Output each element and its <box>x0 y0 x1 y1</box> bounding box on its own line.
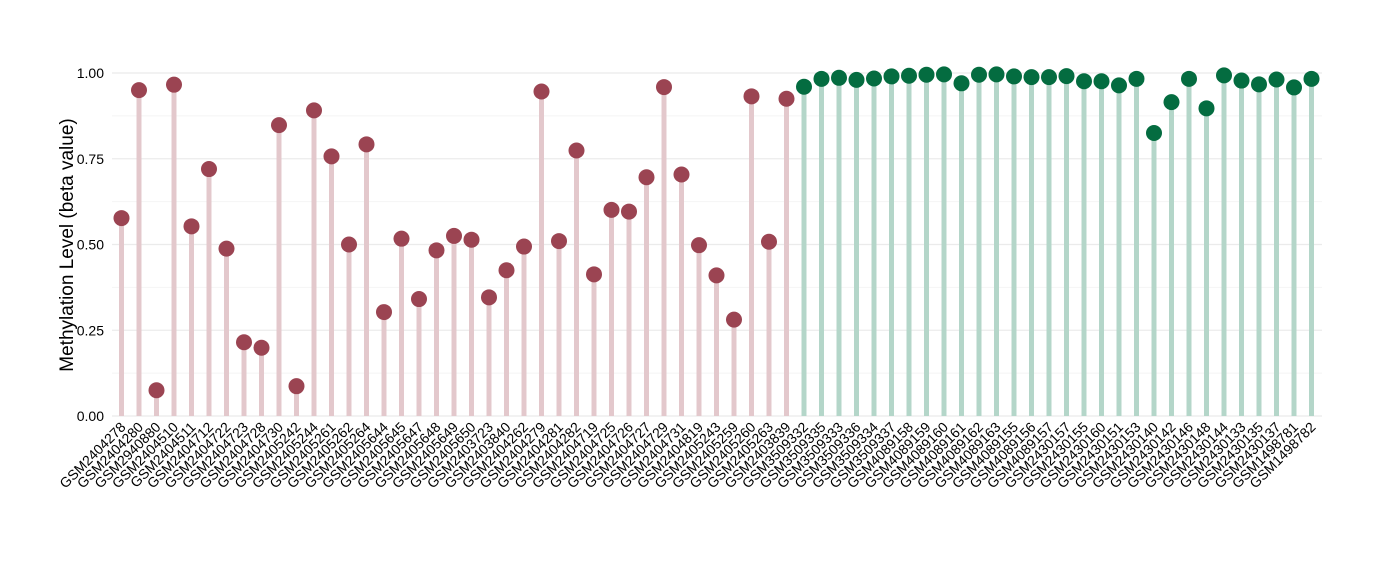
y-tick-label: 0.50 <box>77 237 104 253</box>
lollipop-point <box>1128 70 1145 87</box>
lollipop-point <box>1093 73 1110 90</box>
lollipop-point <box>691 237 707 254</box>
lollipop-point <box>1111 77 1127 94</box>
lollipop-point <box>166 76 182 93</box>
lollipop-point <box>463 231 480 248</box>
y-tick-label: 1.00 <box>77 65 104 81</box>
lollipop-point <box>376 304 392 321</box>
lollipop-point <box>1268 71 1285 88</box>
lollipop-point <box>1058 68 1075 85</box>
y-tick-label: 0.00 <box>77 408 104 424</box>
lollipop-point <box>131 82 147 99</box>
lollipop-point <box>1181 70 1197 87</box>
lollipop-point <box>586 266 602 283</box>
lollipop-point <box>1023 69 1040 86</box>
lollipop-point <box>621 203 637 220</box>
lollipop-point <box>1216 67 1232 84</box>
lollipop-point <box>498 262 515 279</box>
lollipop-point <box>796 78 812 95</box>
lollipop-point <box>236 334 252 351</box>
x-axis-ticks: GSM2404278GSM2404280GSM2940880GSM2404510… <box>56 419 1319 492</box>
lollipop-point <box>656 79 672 96</box>
lollipop-point <box>866 70 882 87</box>
lollipop-point <box>971 66 987 83</box>
lollipop-point <box>1251 76 1267 93</box>
lollipop-point <box>341 236 357 253</box>
lollipop-point <box>1286 79 1302 96</box>
lollipop-point <box>778 90 795 107</box>
lollipop-point <box>516 238 532 255</box>
lollipop-point <box>551 233 567 250</box>
lollipop-point <box>288 378 305 395</box>
lollipop-point <box>743 88 760 105</box>
lollipop-point <box>393 230 410 247</box>
lollipop-point <box>761 233 777 250</box>
lollipop-point <box>1006 68 1022 85</box>
lollipop-point <box>306 102 322 119</box>
lollipop-point <box>813 70 830 87</box>
lollipop-point <box>148 382 165 399</box>
lollipop-point <box>358 136 375 153</box>
lollipop-point <box>446 227 462 244</box>
lollipop-point <box>1146 125 1162 142</box>
lollipop-point <box>848 71 865 88</box>
lollipop-point <box>1041 69 1057 86</box>
lollipop-point <box>271 117 287 134</box>
lollipop-point <box>1233 72 1250 89</box>
y-tick-label: 0.75 <box>77 151 104 167</box>
lollipop-point <box>411 291 427 308</box>
y-axis-title: Methylation Level (beta value) <box>57 118 78 371</box>
lollipop-point <box>708 267 725 284</box>
lollipop-point <box>568 142 585 159</box>
lollipop-point <box>533 83 550 100</box>
lollipop-point <box>1163 94 1180 111</box>
lollipop-point <box>1076 73 1092 90</box>
lollipop-point <box>936 66 952 83</box>
points <box>113 66 1320 399</box>
lollipop-point <box>1303 70 1320 87</box>
lollipop-point <box>113 210 130 227</box>
lollipop-point <box>428 242 445 259</box>
lollipop-point <box>638 169 655 186</box>
lollipop-point <box>1198 100 1215 117</box>
lollipop-point <box>673 166 690 183</box>
stems <box>119 74 1314 416</box>
lollipop-point <box>253 339 270 356</box>
lollipop-point <box>323 148 340 165</box>
lollipop-point <box>218 240 235 257</box>
lollipop-point <box>988 66 1005 83</box>
lollipop-point <box>201 161 217 178</box>
lollipop-point <box>883 68 900 85</box>
lollipop-point <box>603 201 620 218</box>
lollipop-point <box>726 311 742 328</box>
y-tick-label: 0.25 <box>77 322 104 338</box>
lollipop-point <box>901 67 917 84</box>
lollipop-point <box>918 66 935 83</box>
lollipop-point <box>831 69 847 86</box>
lollipop-point <box>953 75 970 92</box>
lollipop-point <box>183 218 200 235</box>
y-axis-ticks: 0.00 0.25 0.50 0.75 1.00 <box>77 65 104 424</box>
lollipop-point <box>481 289 497 306</box>
